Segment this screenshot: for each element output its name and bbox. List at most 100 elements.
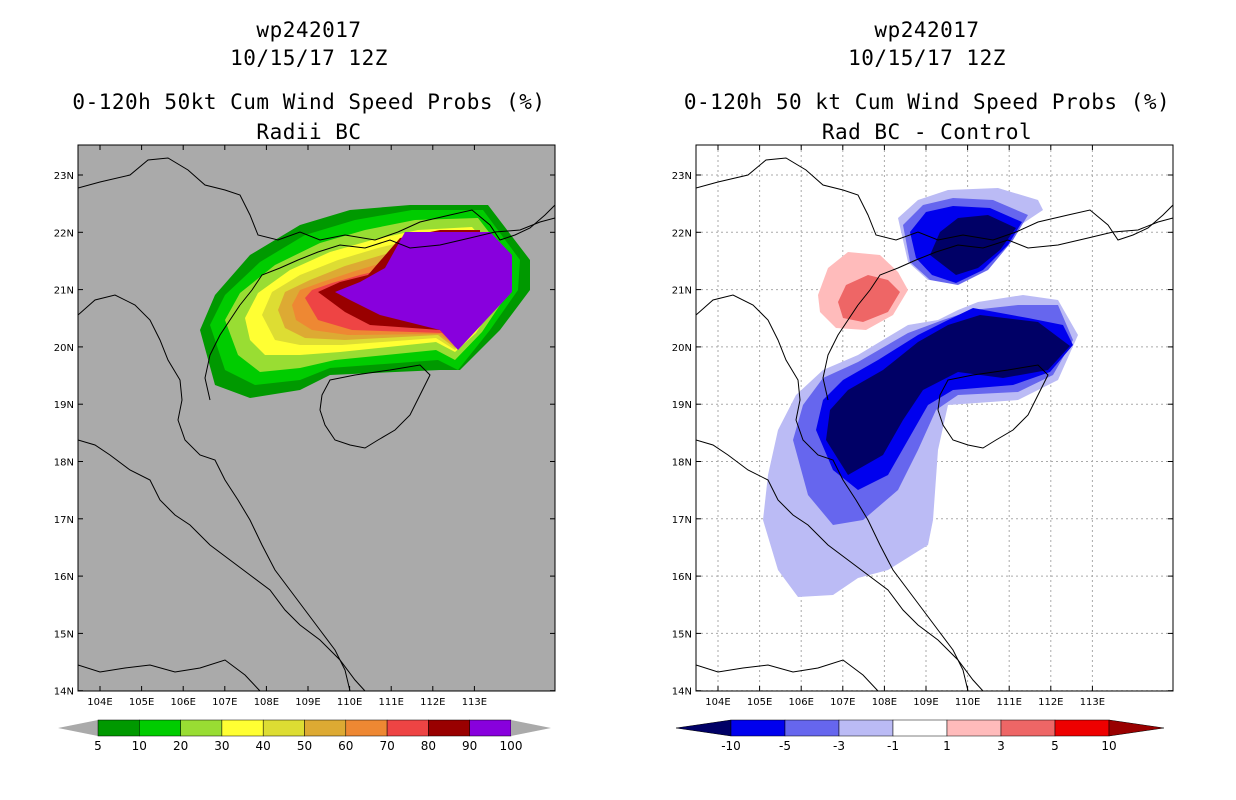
left-legend-swatch [304,719,347,737]
left-lat-tick-label: 14N [54,687,74,698]
left-legend-under-arrow [58,720,98,736]
right-legend-label: -3 [833,739,845,753]
right-legend-label: 10 [1101,739,1116,753]
right-axis-ticks: 104E 105E 106E 107E 108E 109E 110E 111E 112E 113E… [672,145,1173,708]
right-legend-swatch [946,719,1002,737]
right-lat-tick-label: 14N [672,687,692,698]
right-lat-tick-label: 20N [672,343,692,354]
left-legend-label: 90 [462,739,477,753]
left-legend-swatch [469,719,512,737]
left-lon-tick-label: 105E [129,697,154,708]
right-legend-under-arrow [675,719,732,737]
left-grid [77,144,556,692]
right-lon-tick-label: 108E [872,697,897,708]
right-lat-tick-label: 15N [672,629,692,640]
left-legend-swatch [262,719,305,737]
right-legend-label: 3 [997,739,1005,753]
left-lon-tick-label: 113E [462,697,487,708]
left-panel: wp242017 10/15/17 12Z 0-120h 50kt Cum Wi… [54,18,556,753]
right-lat-tick-label: 23N [672,171,692,182]
right-legend-label: -1 [887,739,899,753]
left-lon-tick-label: 112E [420,697,445,708]
left-legend-label: 80 [421,739,436,753]
right-lon-tick-label: 110E [955,697,980,708]
right-legend-swatch [892,719,948,737]
left-lat-tick-label: 18N [54,458,74,469]
right-lon-tick-label: 109E [913,697,938,708]
left-legend-over-arrow [511,720,551,736]
right-lat-tick-label: 21N [672,286,692,297]
right-lon-tick-label: 106E [788,697,813,708]
left-legend-label: 100 [500,739,523,753]
left-legend-swatch [221,719,264,737]
right-legend-swatch [1054,719,1110,737]
right-lon-tick-label: 105E [747,697,772,708]
left-lat-tick-label: 22N [54,228,74,239]
right-lat-tick-label: 19N [672,400,692,411]
right-legend: -10 -5 -3 -1 1 3 5 10 [675,719,1165,753]
right-lat-tick-label: 22N [672,228,692,239]
left-coastlines [78,157,555,691]
left-lon-tick-label: 111E [378,697,403,708]
left-legend-swatch [139,719,181,737]
left-title-experiment: Radii BC [256,120,362,144]
right-legend-swatch [730,719,786,737]
left-lon-tick-label: 106E [170,697,195,708]
right-map: 104E 105E 106E 107E 108E 109E 110E 111E 112E 113E… [672,144,1174,753]
right-panel: wp242017 10/15/17 12Z 0-120h 50 kt Cum W… [618,0,1236,800]
right-frame [695,144,1174,692]
left-legend-swatch [386,719,429,737]
left-lat-tick-label: 16N [54,572,74,583]
left-legend-label: 20 [173,739,188,753]
right-lat-tick-label: 16N [672,572,692,583]
left-lon-tick-label: 104E [87,697,112,708]
left-title-datetime: 10/15/17 12Z [230,46,388,70]
diff-minus10-north-area [930,215,1016,275]
left-legend-swatch [97,719,140,737]
left-axis-ticks: 104E 105E 106E 107E 108E 109E 110E 111E 112E 113E… [54,145,555,708]
right-legend-swatch [838,719,894,737]
left-legend-label: 40 [256,739,271,753]
left-legend-label: 60 [338,739,353,753]
right-lat-tick-label: 17N [672,515,692,526]
left-lon-tick-label: 109E [295,697,320,708]
right-legend-label: 5 [1051,739,1059,753]
right-title-experiment: Rad BC - Control [821,120,1033,144]
left-legend-swatch [428,719,470,737]
left-legend-label: 5 [94,739,102,753]
right-title-storm-id: wp242017 [874,18,980,42]
left-map: 104E 105E 106E 107E 108E 109E 110E 111E 112E 113E… [54,144,556,753]
left-lat-tick-label: 15N [54,629,74,640]
left-lon-tick-label: 108E [254,697,279,708]
right-lon-tick-label: 104E [705,697,730,708]
left-lat-tick-label: 19N [54,400,74,411]
right-legend-label: -5 [779,739,791,753]
left-lat-tick-label: 20N [54,343,74,354]
right-lat-tick-label: 18N [672,458,692,469]
right-lon-tick-label: 107E [830,697,855,708]
left-lon-tick-label: 110E [337,697,362,708]
left-title-storm-id: wp242017 [256,18,362,42]
left-legend-label: 10 [132,739,147,753]
left-legend-label: 50 [297,739,312,753]
right-coastlines [696,157,1173,691]
left-legend-swatch [180,719,223,737]
right-title-datetime: 10/15/17 12Z [848,46,1006,70]
right-legend-label: 1 [943,739,951,753]
left-title-product: 0-120h 50kt Cum Wind Speed Probs (%) [72,90,546,114]
contour-90-100 [335,232,512,350]
diff-plus3-area [838,275,900,322]
right-legend-over-arrow [1108,719,1165,737]
right-lon-tick-label: 111E [996,697,1021,708]
left-probability-contours [200,205,530,398]
left-lat-tick-label: 23N [54,171,74,182]
diff-minus10-area [826,315,1070,475]
right-lon-tick-label: 112E [1038,697,1063,708]
right-legend-swatch [1000,719,1056,737]
left-lat-tick-label: 17N [54,515,74,526]
left-legend-label: 30 [214,739,229,753]
right-legend-swatch [784,719,840,737]
left-lon-tick-label: 107E [212,697,237,708]
left-lat-tick-label: 21N [54,286,74,297]
right-title-product: 0-120h 50 kt Cum Wind Speed Probs (%) [683,90,1171,114]
